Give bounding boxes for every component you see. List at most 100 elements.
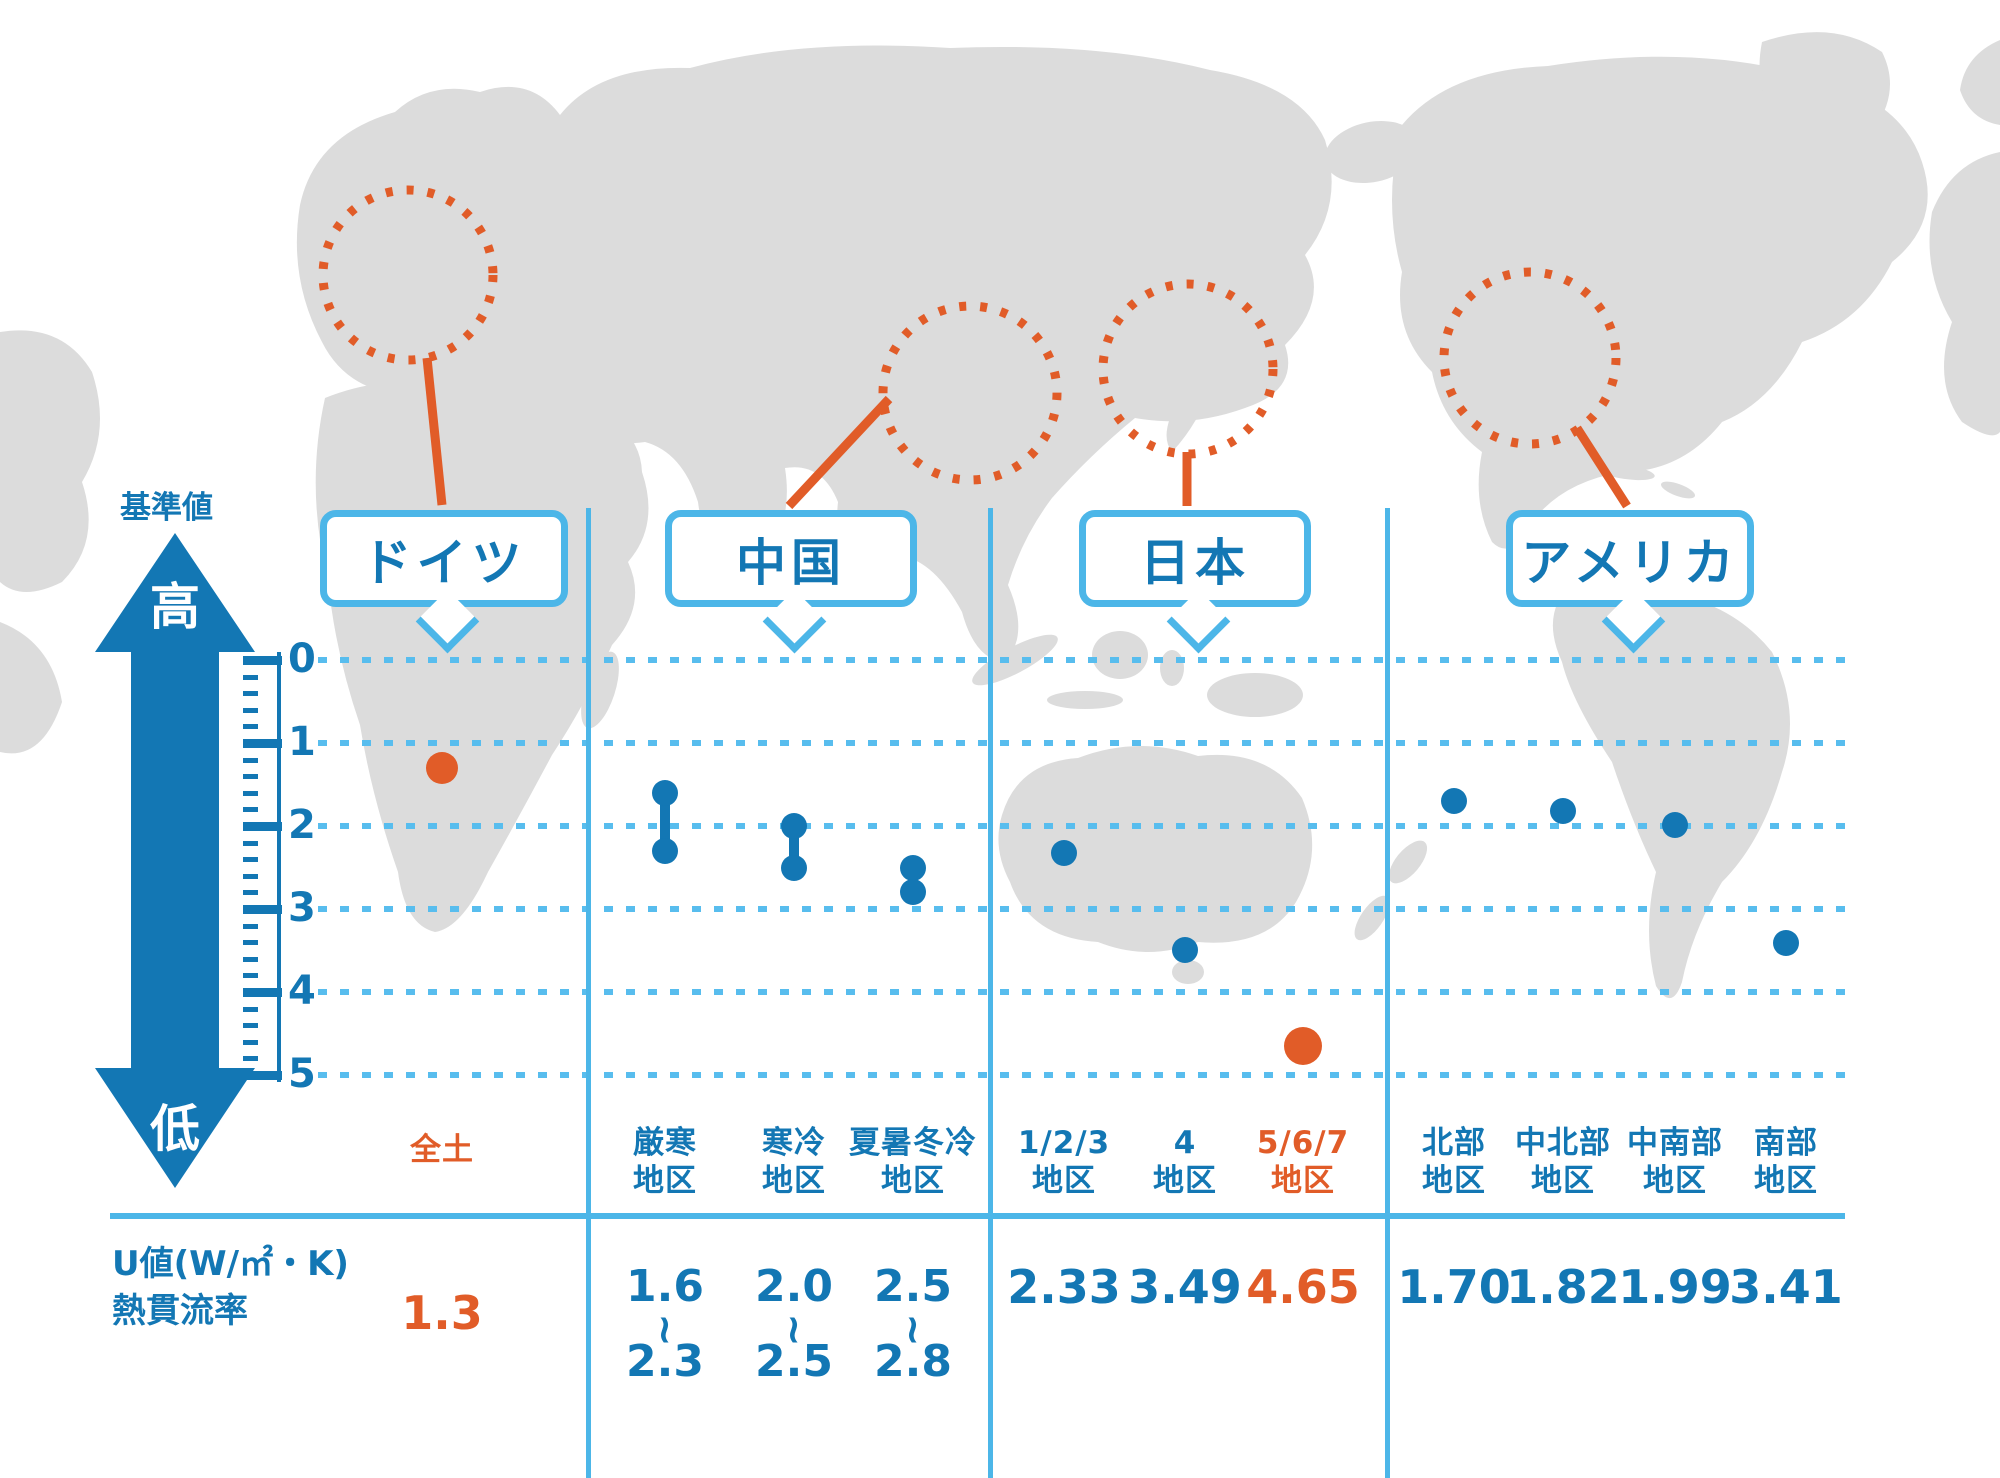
ruler-minor-tick: [243, 724, 258, 730]
column-separator-0: [586, 508, 591, 1478]
range-dot-high: [652, 837, 678, 864]
region-label: 中北部 地区: [1515, 1125, 1611, 1199]
value-label: 3.49: [1128, 1260, 1242, 1314]
value-label: 1.3: [401, 1286, 483, 1340]
leader-line-1: [785, 395, 893, 510]
range-dot-low: [652, 779, 678, 806]
ruler-minor-tick: [243, 1023, 258, 1029]
value-range-high: 2.3: [626, 1336, 704, 1387]
ruler-spine: [277, 652, 281, 1082]
value-label: 1.70: [1397, 1260, 1511, 1314]
ruler-minor-tick: [243, 807, 258, 813]
gridline-2: [318, 823, 1845, 829]
ruler-minor-tick: [243, 940, 258, 946]
ruler-minor-tick: [243, 956, 258, 962]
range-dot-high: [781, 854, 807, 881]
ruler-minor-tick: [243, 1039, 258, 1045]
column-separator-1: [988, 508, 993, 1478]
ruler-minor-tick: [243, 707, 258, 713]
ruler-minor-tick: [243, 674, 258, 680]
ruler-number-0: 0: [288, 636, 316, 682]
ruler-number-3: 3: [288, 885, 316, 931]
ruler-major-tick: [243, 988, 282, 997]
region-label: 夏暑冬冷 地区: [849, 1125, 977, 1199]
country-bubble-3: アメリカ: [1506, 510, 1754, 607]
value-dot: [426, 751, 458, 784]
region-label: 中南部 地区: [1627, 1125, 1723, 1199]
value-dot: [1550, 798, 1576, 825]
gridline-5: [318, 1072, 1845, 1078]
map-highlight-circle-2: [1098, 279, 1278, 459]
map-highlight-circle-3: [1439, 267, 1621, 449]
value-label: 1.99: [1618, 1260, 1732, 1314]
ruler-minor-tick: [243, 873, 258, 879]
ruler-minor-tick: [243, 973, 258, 979]
ruler-minor-tick: [243, 890, 258, 896]
value-range-low: 1.6: [626, 1261, 704, 1312]
range-dot-low: [900, 854, 926, 881]
value-range-high: 2.5: [755, 1336, 833, 1387]
ruler-major-tick: [243, 656, 282, 665]
gridline-1: [318, 740, 1845, 746]
table-baseline: [110, 1213, 1845, 1219]
ruler-minor-tick: [243, 1006, 258, 1012]
ruler-minor-tick: [243, 840, 258, 846]
ruler-minor-tick: [243, 857, 258, 863]
gridline-0: [318, 657, 1845, 663]
ruler-minor-tick: [243, 691, 258, 697]
country-bubble-0: ドイツ: [320, 510, 568, 607]
value-dot: [1051, 840, 1077, 867]
value-dot: [1662, 812, 1688, 839]
ruler-major-tick: [243, 822, 282, 831]
value-label: 4.65: [1246, 1260, 1360, 1314]
ruler-number-5: 5: [288, 1051, 316, 1097]
ruler-minor-tick: [243, 923, 258, 929]
leader-line-0: [422, 357, 447, 506]
gridline-4: [318, 989, 1845, 995]
region-label: 厳寒 地区: [633, 1125, 697, 1199]
column-separator-2: [1385, 508, 1390, 1478]
region-label: 1/2/3 地区: [1017, 1125, 1111, 1199]
leader-line-3: [1573, 425, 1631, 509]
ruler-minor-tick: [243, 774, 258, 780]
region-label: 全土: [410, 1132, 474, 1168]
value-range-low: 2.5: [874, 1261, 952, 1312]
ruler-number-4: 4: [288, 968, 316, 1014]
ruler-number-2: 2: [288, 802, 316, 848]
range-dot-low: [781, 813, 807, 839]
value-label: 2.33: [1007, 1260, 1121, 1314]
value-dot: [1441, 788, 1467, 815]
ruler-major-tick: [243, 739, 282, 748]
region-label: 4 地区: [1153, 1125, 1217, 1199]
region-label: 北部 地区: [1422, 1125, 1486, 1199]
unit-label-line2: 熱貫流率: [112, 1291, 248, 1331]
high-label: 高: [150, 578, 200, 636]
range-connector: [789, 826, 799, 868]
region-label: 寒冷 地区: [762, 1125, 826, 1199]
ruler-minor-tick: [243, 757, 258, 763]
value-range-high: 2.8: [874, 1336, 952, 1387]
low-label: 低: [150, 1100, 200, 1158]
value-range-low: 2.0: [755, 1261, 833, 1312]
ruler-number-1: 1: [288, 719, 316, 765]
country-bubble-1: 中国: [665, 510, 917, 607]
map-highlight-circle-0: [318, 185, 498, 365]
value-dot: [1773, 930, 1799, 957]
ruler-major-tick: [243, 905, 282, 914]
value-dot: [1284, 1026, 1322, 1065]
gridline-3: [318, 906, 1845, 912]
range-dot-high: [900, 879, 926, 906]
value-dot: [1172, 936, 1198, 963]
ruler-minor-tick: [243, 1056, 258, 1062]
country-bubble-2: 日本: [1079, 510, 1311, 607]
ruler-minor-tick: [243, 790, 258, 796]
reference-value-label: 基準値: [120, 490, 213, 526]
region-label: 5/6/7 地区: [1256, 1125, 1350, 1199]
value-label: 3.41: [1729, 1260, 1843, 1314]
unit-label-line1: U値(W/㎡・K): [112, 1244, 349, 1284]
region-label: 南部 地区: [1754, 1125, 1818, 1199]
